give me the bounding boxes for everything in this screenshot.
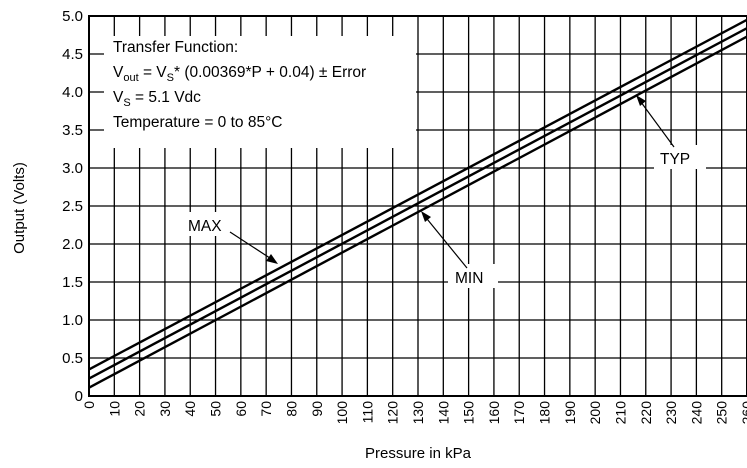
annotation-line-4: Temperature = 0 to 85°C: [113, 114, 282, 131]
series-lines: [88, 18, 747, 389]
callout-max-arrowhead: [266, 254, 278, 264]
transfer-function-box: Transfer Function: Vout = VS* (0.00369*P…: [104, 36, 416, 148]
callout-typ-arrowhead: [636, 95, 646, 106]
x-tick-label: 20: [132, 401, 148, 417]
callout-min-leader: [422, 213, 468, 269]
x-tick-label: 160: [486, 401, 502, 425]
x-tick-label: 130: [410, 401, 426, 425]
callout-max: MAX: [181, 212, 278, 264]
x-tick-label: 250: [714, 401, 730, 425]
annotation-line-2: Vout = VS* (0.00369*P + 0.04) ± Error: [113, 64, 366, 84]
y-axis-title: Output (Volts): [11, 162, 28, 254]
x-tick-label: 140: [435, 401, 451, 425]
series-line-typ: [88, 27, 747, 380]
plot-area-border: [88, 15, 747, 397]
y-tick-label: 4.0: [62, 84, 83, 101]
x-tick-labels: 0 10 20 30 40 50 60 70 80 90 100 110 120 130 140 150 160…: [81, 401, 747, 425]
y-tick-label: 3.0: [62, 160, 83, 177]
annotation-box-background: [104, 36, 416, 148]
x-tick-label: 230: [663, 401, 679, 425]
x-tick-label: 30: [157, 401, 173, 417]
x-tick-label: 80: [283, 401, 299, 417]
callout-typ: TYP: [636, 95, 706, 169]
series-line-max: [88, 18, 747, 371]
x-tick-label: 40: [182, 401, 198, 417]
callout-min-bg: [448, 264, 498, 288]
callout-min-arrowhead: [421, 211, 431, 222]
x-tick-label: 90: [309, 401, 325, 417]
x-tick-label: 50: [208, 401, 224, 417]
callout-typ-leader: [637, 97, 675, 148]
x-tick-label: 120: [385, 401, 401, 425]
callout-max-leader: [229, 231, 277, 263]
x-axis-title: Pressure in kPa: [365, 445, 472, 462]
x-tick-label: 60: [233, 401, 249, 417]
x-tick-label: 110: [359, 401, 375, 424]
x-tick-label: 260: [739, 401, 747, 425]
x-tick-label: 200: [587, 401, 603, 425]
y-tick-labels: 0 0.5 1.0 1.5 2.0 2.5 3.0 3.5 4.0 4.5 5.0: [62, 8, 83, 405]
y-tick-label: 3.5: [62, 122, 83, 139]
y-tick-label: 2.0: [62, 236, 83, 253]
x-tick-label: 150: [461, 401, 477, 425]
y-tick-label: 0.5: [62, 350, 83, 367]
x-tick-label: 10: [106, 401, 122, 417]
series-line-min: [88, 35, 747, 389]
y-tick-label: 1.0: [62, 312, 83, 329]
callout-min: MIN: [421, 211, 498, 288]
x-tick-label: 0: [81, 401, 97, 409]
callout-max-bg: [181, 212, 233, 236]
callout-typ-label: TYP: [660, 151, 690, 168]
annotation-line-3: VS = 5.1 Vdc: [113, 89, 201, 109]
y-tick-label: 5.0: [62, 8, 83, 25]
x-tick-label: 100: [334, 401, 350, 425]
callout-min-label: MIN: [455, 270, 483, 287]
x-tick-label: 180: [537, 401, 553, 425]
y-tick-label: 1.5: [62, 274, 83, 291]
x-tick-label: 70: [258, 401, 274, 417]
y-tick-label: 4.5: [62, 46, 83, 63]
annotation-line-1: Transfer Function:: [113, 39, 238, 56]
x-tick-label: 210: [612, 401, 628, 425]
callout-max-label: MAX: [188, 218, 222, 235]
x-tick-label: 220: [638, 401, 654, 425]
x-tick-label: 240: [688, 401, 704, 425]
y-tick-label: 2.5: [62, 198, 83, 215]
x-tick-label: 170: [511, 401, 527, 425]
y-tick-label: 0: [75, 388, 83, 405]
callout-typ-bg: [654, 145, 706, 169]
x-tick-label: 190: [562, 401, 578, 425]
